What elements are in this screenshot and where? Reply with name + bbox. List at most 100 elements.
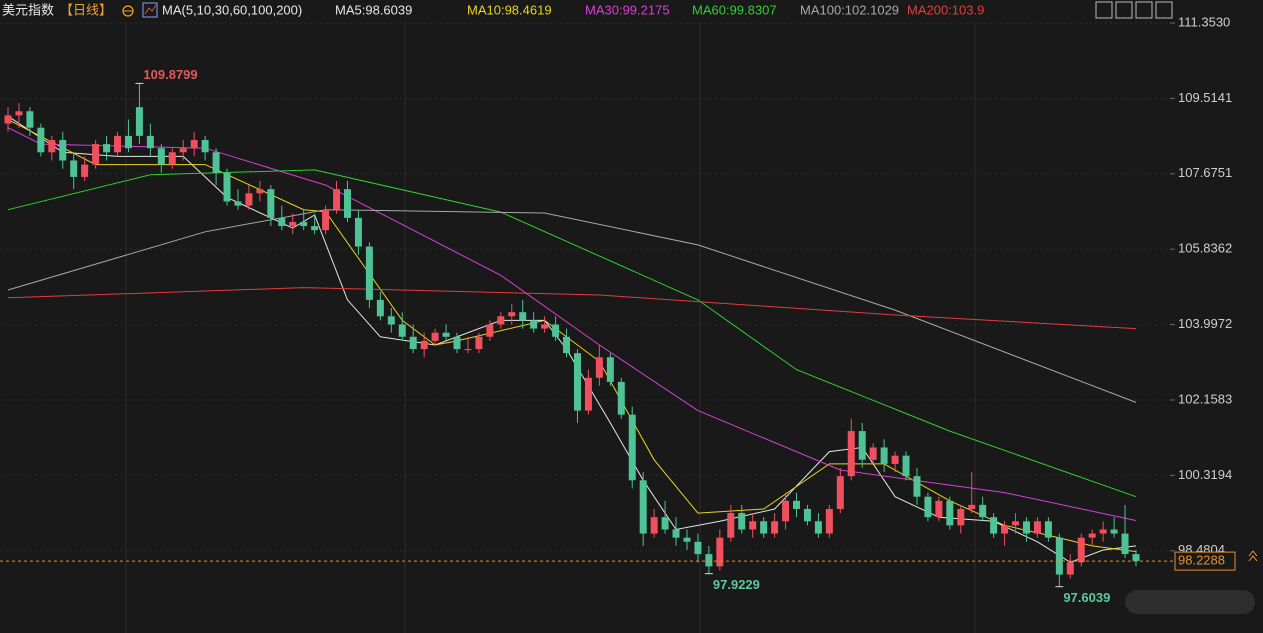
candle-body	[847, 431, 855, 477]
period-label[interactable]: 【日线】	[60, 2, 112, 17]
candle-body	[26, 111, 34, 128]
candle-body	[223, 172, 231, 202]
candle-body	[146, 135, 154, 149]
candle-body	[81, 164, 89, 177]
candle-body	[453, 336, 461, 350]
y-tick-label: 111.3530	[1178, 14, 1230, 29]
legend-entry[interactable]: MA30:99.2175	[585, 2, 670, 17]
y-tick-label: 109.5141	[1178, 90, 1232, 105]
candle-body	[1099, 529, 1107, 534]
candle-body	[59, 139, 67, 161]
candle-body	[694, 541, 702, 555]
candle-body	[639, 480, 647, 534]
candle-body	[267, 189, 275, 218]
candle-body	[749, 521, 757, 530]
legend-entry[interactable]: MA60:99.8307	[692, 2, 777, 17]
candle-body	[661, 517, 669, 530]
candle-body	[1077, 537, 1085, 563]
candle-body	[705, 554, 713, 567]
ma-line	[7, 169, 1137, 498]
candle-body	[201, 139, 209, 153]
settings-icon[interactable]	[122, 5, 134, 17]
candle-body	[814, 521, 822, 534]
candle-body	[880, 447, 888, 464]
candle-body	[1044, 521, 1052, 538]
candle-body	[124, 135, 132, 149]
candle-body	[1121, 533, 1129, 555]
watermark	[1125, 590, 1255, 614]
candle-body	[70, 160, 78, 177]
scroll-icon[interactable]	[1248, 550, 1258, 562]
tool-button[interactable]	[1095, 1, 1113, 19]
candle-body	[1066, 562, 1074, 575]
candle-body	[869, 447, 877, 460]
candle-body	[716, 537, 724, 567]
candle-body	[935, 500, 943, 518]
candle-body	[179, 148, 187, 153]
candle-body	[398, 324, 406, 337]
candle-body	[464, 349, 472, 351]
candle-body	[278, 217, 286, 227]
y-tick-label: 103.9972	[1178, 316, 1232, 331]
candle-body	[1012, 521, 1020, 526]
legend-entry[interactable]: MA100:102.1029	[800, 2, 899, 17]
current-price-box	[1174, 551, 1236, 571]
candle-body	[946, 500, 954, 526]
ma-line	[7, 209, 1137, 403]
candle-body	[1088, 533, 1096, 538]
candle-body	[672, 529, 680, 538]
candle-body	[573, 353, 581, 411]
candle-body	[37, 127, 45, 153]
candle-body	[617, 381, 625, 415]
tool-button[interactable]	[1115, 1, 1133, 19]
tool-button[interactable]	[1155, 1, 1173, 19]
candle-body	[606, 357, 614, 382]
candle-body	[771, 521, 779, 534]
candle-body	[4, 115, 12, 124]
candle-body	[552, 324, 560, 337]
tool-button[interactable]	[1135, 1, 1153, 19]
extreme-label: 109.8799	[143, 67, 197, 82]
vertical-grid	[125, 22, 976, 633]
candle-body	[300, 221, 308, 227]
ma-line	[7, 287, 1137, 330]
candle-body	[727, 513, 735, 538]
candle-body	[563, 336, 571, 354]
candle-body	[891, 455, 899, 464]
candle-body	[190, 139, 198, 149]
candle-body	[957, 508, 965, 526]
candle-body	[442, 332, 450, 337]
indicator-icon[interactable]	[142, 2, 158, 18]
candle-body	[530, 320, 538, 329]
candle-body	[48, 139, 56, 153]
legend-entry[interactable]: MA5:98.6039	[335, 2, 412, 17]
candle-body	[628, 414, 636, 481]
candle-body	[508, 312, 516, 317]
candle-body	[913, 476, 921, 497]
candle-body	[924, 496, 932, 518]
candle-body	[365, 246, 373, 300]
candle-body	[1033, 521, 1041, 534]
candle-body	[1132, 554, 1140, 562]
candle-body	[387, 316, 395, 325]
candle-body	[519, 312, 527, 321]
candle-body	[803, 508, 811, 522]
candle-body	[475, 336, 483, 350]
extreme-label: 97.9229	[713, 577, 760, 592]
legend-entry[interactable]: MA200:103.9	[907, 2, 984, 17]
y-tick-label: 100.3194	[1178, 467, 1232, 482]
candle-body	[431, 332, 439, 341]
candle-body	[256, 189, 264, 194]
candle-body	[1110, 529, 1118, 534]
y-tick-label: 102.1583	[1178, 391, 1232, 406]
candle-body	[354, 217, 362, 247]
candle-body	[793, 500, 801, 509]
ma-line	[7, 127, 1137, 521]
candle-body	[584, 377, 592, 411]
chart-title: 美元指数	[2, 2, 54, 17]
candle-body	[289, 221, 297, 227]
indicator-label: MA(5,10,30,60,100,200)	[162, 2, 302, 17]
legend-entry[interactable]: MA10:98.4619	[467, 2, 552, 17]
